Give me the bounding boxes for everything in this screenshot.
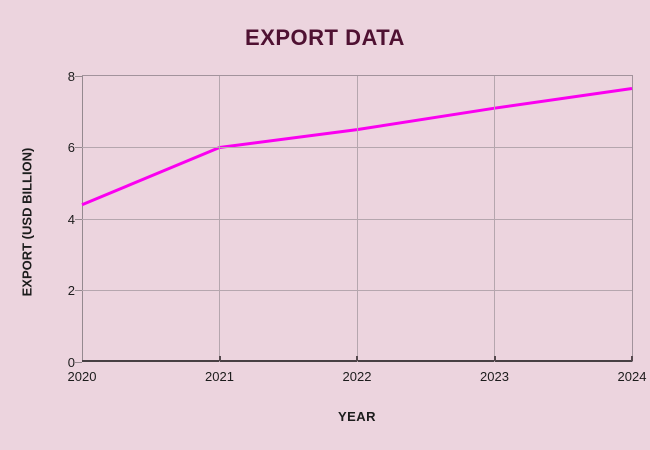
y-tick-mark bbox=[75, 147, 82, 148]
x-tick-mark bbox=[631, 356, 633, 361]
v-gridline bbox=[219, 76, 220, 362]
x-tick-mark bbox=[218, 356, 221, 361]
v-gridline bbox=[356, 76, 358, 362]
y-axis-title: EXPORT (USD BILLION) bbox=[19, 147, 35, 297]
y-tick-label: 6 bbox=[67, 140, 75, 155]
y-tick-mark bbox=[75, 75, 82, 77]
x-tick-mark bbox=[493, 356, 496, 361]
y-tick-mark bbox=[75, 218, 82, 220]
plot-area: 0 2 4 6 8 2020 2021 2022 2023 2024 bbox=[68, 70, 647, 384]
y-tick-mark bbox=[75, 361, 82, 363]
y-tick-mark bbox=[75, 290, 82, 291]
x-tick-label: 2021 bbox=[205, 369, 234, 384]
x-axis-title: YEAR bbox=[337, 409, 377, 424]
y-tick-label: 4 bbox=[67, 211, 75, 227]
v-gridline bbox=[494, 76, 495, 362]
x-tick-label: 2024 bbox=[617, 369, 647, 384]
x-tick-label: 2023 bbox=[480, 369, 509, 384]
x-tick-label: 2022 bbox=[342, 369, 372, 384]
chart-title: EXPORT DATA bbox=[245, 25, 405, 50]
x-tick-label: 2020 bbox=[67, 369, 97, 384]
y-tick-label: 8 bbox=[67, 68, 75, 84]
y-tick-label: 0 bbox=[67, 354, 75, 370]
y-tick-label: 2 bbox=[67, 283, 75, 298]
x-tick-mark bbox=[356, 356, 358, 361]
